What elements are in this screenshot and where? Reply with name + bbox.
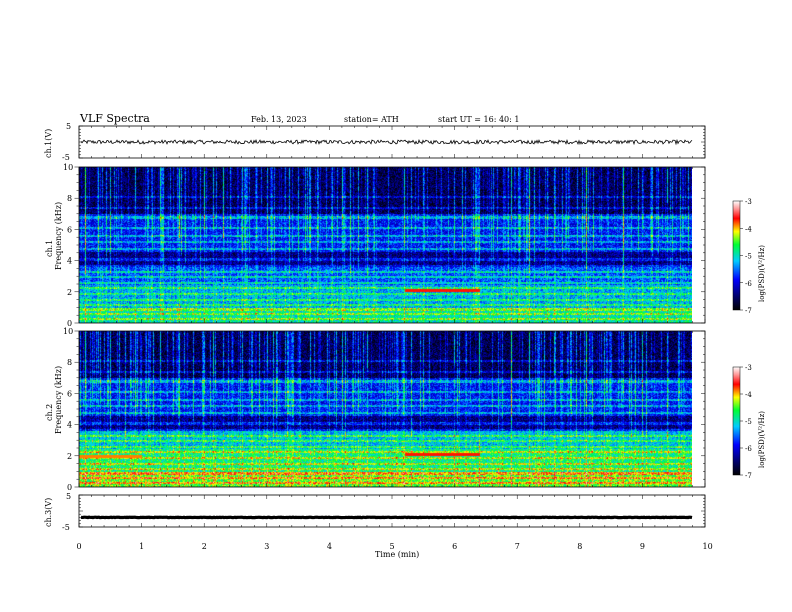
ch1-spec-ylabel-top: ch.1 xyxy=(45,240,54,257)
x-tick-label: 1 xyxy=(139,542,144,551)
y-tick-label: 0 xyxy=(67,319,72,328)
ch3-ytick-bottom: -5 xyxy=(62,523,70,532)
colorbar-tick-label: -6 xyxy=(745,445,752,453)
ch1-waveform-line xyxy=(80,138,693,146)
colorbar-tick-label: -7 xyxy=(745,472,752,480)
ch3-ylabel: ch.3(V) xyxy=(44,498,53,527)
y-tick-label: 4 xyxy=(67,421,72,430)
ch2-colorbar-label: log(PSD)(V²/Hz) xyxy=(758,411,766,468)
colorbar-tick-label: -5 xyxy=(745,253,752,261)
y-tick-label: 2 xyxy=(67,288,72,297)
x-tick-label: 10 xyxy=(703,542,713,551)
ch2-colorbar xyxy=(732,366,741,476)
x-tick-label: 9 xyxy=(640,542,645,551)
ch1-ytick-bottom: -5 xyxy=(62,153,70,162)
y-tick-label: 8 xyxy=(67,194,72,203)
time-axis: 0 1 2 3 4 5 6 7 8 9 10 xyxy=(77,542,713,551)
y-tick-label: 8 xyxy=(67,358,72,367)
ch1-spectrogram-image xyxy=(79,167,692,323)
colorbar-tick-label: -7 xyxy=(745,307,752,315)
ch1-colorbar xyxy=(732,200,741,311)
ch2-spectrogram-image xyxy=(79,331,692,487)
colorbar-tick-label: -6 xyxy=(745,280,752,288)
x-tick-label: 8 xyxy=(577,542,582,551)
station-label: station= ATH xyxy=(344,115,399,124)
colorbar-tick-label: -3 xyxy=(745,364,752,372)
ch1-waveform-panel: 5 -5 ch.1(V) xyxy=(44,122,706,162)
ch1-spec-ylabel: Frequency (kHz) xyxy=(54,202,63,270)
y-tick-label: 6 xyxy=(67,225,72,234)
start-time-label: start UT = 16: 40: 1 xyxy=(438,115,520,124)
colorbar-tick-label: -4 xyxy=(745,391,752,399)
y-tick-label: 6 xyxy=(67,389,72,398)
y-tick-label: 10 xyxy=(63,163,73,172)
x-tick-label: 0 xyxy=(77,542,82,551)
x-tick-label: 2 xyxy=(202,542,207,551)
y-tick-label: 4 xyxy=(67,257,72,266)
x-tick-label: 7 xyxy=(515,542,520,551)
y-tick-label: 10 xyxy=(63,327,73,336)
colorbar-tick-label: -3 xyxy=(745,198,752,206)
chart-title: VLF Spectra xyxy=(80,112,150,125)
ch1-colorbar-label: log(PSD)(V²/Hz) xyxy=(758,245,766,302)
colorbar-tick-label: -4 xyxy=(745,225,752,233)
ch1-ylabel: ch.1(V) xyxy=(44,129,53,158)
ch2-spec-ylabel-top: ch.2 xyxy=(45,404,54,421)
x-tick-label: 5 xyxy=(390,542,395,551)
x-tick-label: 3 xyxy=(264,542,269,551)
x-axis-label: Time (min) xyxy=(375,550,419,559)
x-tick-label: 6 xyxy=(452,542,457,551)
colorbar-tick-label: -5 xyxy=(745,418,752,426)
ch3-waveform-panel: 5 -5 ch.3(V) xyxy=(44,492,706,532)
ch3-ytick-top: 5 xyxy=(66,492,71,501)
y-tick-label: 0 xyxy=(67,483,72,492)
date-label: Feb. 13, 2023 xyxy=(251,115,307,124)
ch2-spec-ylabel: Frequency (kHz) xyxy=(54,366,63,434)
x-tick-label: 4 xyxy=(327,542,332,551)
y-tick-label: 2 xyxy=(67,452,72,461)
ch1-ytick-top: 5 xyxy=(66,122,71,131)
